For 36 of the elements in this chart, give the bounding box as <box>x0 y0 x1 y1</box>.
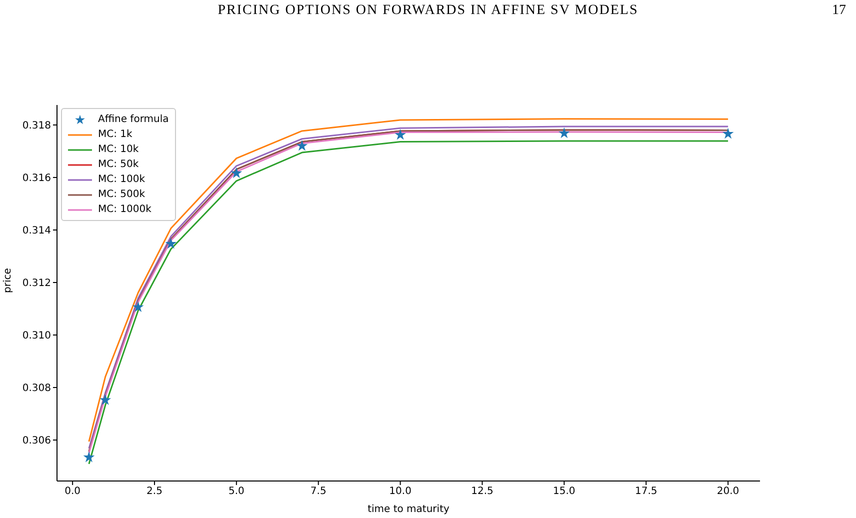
x-tick-label: 12.5 <box>471 486 494 498</box>
point <box>165 238 177 249</box>
text: PRICING OPTIONS ON FORWARDS IN AFFINE SV MODELS <box>218 3 638 18</box>
legend-label: MC: 1000k <box>98 203 152 217</box>
legend-label: MC: 10k <box>98 143 139 157</box>
legend-label: MC: 100k <box>98 173 146 187</box>
x-tick-label: 17.5 <box>634 486 658 498</box>
legend-label: MC: 50k <box>98 158 139 172</box>
y-tick-label: 0.306 <box>22 436 51 447</box>
point <box>394 128 406 140</box>
point <box>83 451 95 462</box>
x-axis-title: time to maturity <box>368 504 450 515</box>
x-tick-label: 0.0 <box>64 486 81 498</box>
legend-label: Affine formula <box>98 113 169 127</box>
point <box>722 128 734 139</box>
y-tick-label: 0.318 <box>22 120 51 132</box>
point <box>132 301 144 312</box>
x-tick-label: 7.5 <box>310 486 326 498</box>
point <box>558 127 570 138</box>
x-tick-label: 20.0 <box>716 486 740 498</box>
point <box>100 394 112 405</box>
y-tick-label: 0.310 <box>22 330 51 342</box>
legend-label: MC: 1k <box>98 128 132 142</box>
x-tick-label: 15.0 <box>553 486 576 498</box>
legend-label: MC: 500k <box>98 188 146 202</box>
x-tick-label: 2.5 <box>146 486 162 498</box>
text: 17 <box>832 3 846 19</box>
point <box>296 140 308 151</box>
y-axis-title: price <box>2 268 14 293</box>
y-tick-label: 0.316 <box>22 173 51 184</box>
y-tick-label: 0.312 <box>22 278 51 290</box>
y-tick-label: 0.314 <box>22 226 51 237</box>
x-tick-label: 10.0 <box>389 486 412 498</box>
y-tick-label: 0.308 <box>22 383 51 394</box>
x-tick-label: 5.0 <box>228 486 244 498</box>
point <box>230 167 242 178</box>
